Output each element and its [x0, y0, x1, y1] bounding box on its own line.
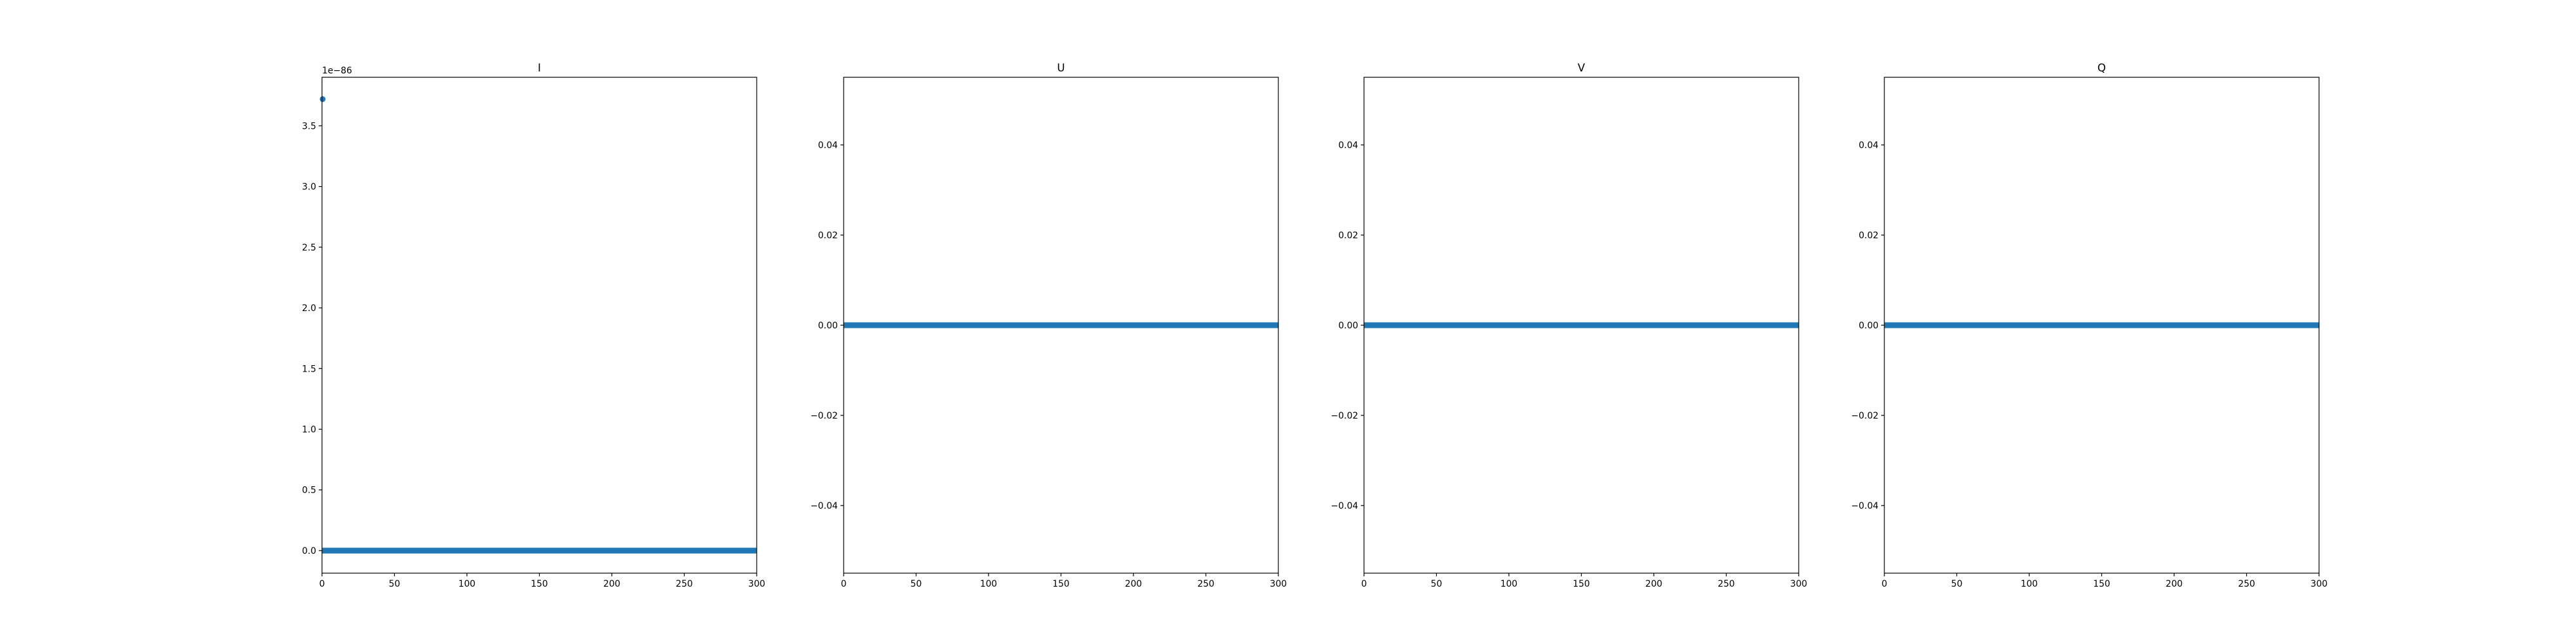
x-tick-label-v-6: 300 — [1790, 579, 1808, 589]
x-tick-label-q-3: 150 — [2093, 579, 2110, 589]
y-tick-label-i-6: 3.0 — [302, 182, 316, 193]
y-tick-label-i-7: 3.5 — [302, 121, 316, 131]
x-tick-label-v-1: 50 — [1431, 579, 1443, 589]
x-tick-label-i-0: 0 — [319, 579, 325, 589]
y-tick-label-q-1: −0.02 — [1851, 411, 1879, 421]
x-tick-label-i-6: 300 — [748, 579, 766, 589]
y-tick-label-v-4: 0.04 — [1338, 140, 1358, 151]
y-tick-label-q-4: 0.04 — [1859, 140, 1879, 151]
y-tick-label-i-0: 0.0 — [302, 546, 316, 556]
y-tick-label-v-3: 0.02 — [1338, 231, 1358, 241]
y-tick-label-i-2: 1.0 — [302, 425, 316, 435]
series-i-0-first-point — [319, 96, 326, 102]
x-tick-label-i-1: 50 — [389, 579, 401, 589]
y-tick-label-i-1: 0.5 — [302, 486, 316, 496]
y-offset-label-i: 1e−86 — [322, 66, 352, 76]
y-tick-label-i-4: 2.0 — [302, 303, 316, 314]
y-tick-label-q-3: 0.02 — [1859, 231, 1879, 241]
x-tick-label-u-3: 150 — [1052, 579, 1070, 589]
panel-v: V 0 50 100 150 200 250 300 −0.04 −0.02 0.00 0.02 0.… — [1331, 61, 1807, 589]
panel-title-v: V — [1578, 61, 1586, 74]
x-tick-label-i-2: 100 — [459, 579, 476, 589]
x-tick-label-v-2: 100 — [1501, 579, 1518, 589]
y-tick-label-i-5: 2.5 — [302, 243, 316, 253]
y-tick-label-v-0: −0.04 — [1331, 501, 1358, 511]
x-tick-label-v-5: 250 — [1718, 579, 1735, 589]
x-tick-label-q-1: 50 — [1951, 579, 1963, 589]
x-tick-label-u-4: 200 — [1125, 579, 1142, 589]
x-tick-label-u-6: 300 — [1270, 579, 1287, 589]
panel-i: I 1e−86 0 50 100 150 200 250 300 0.0 0.5 1.0 1.5 2.… — [302, 61, 765, 589]
x-tick-label-v-4: 200 — [1645, 579, 1663, 589]
x-tick-label-q-6: 300 — [2311, 579, 2328, 589]
panel-title-u: U — [1057, 61, 1065, 74]
y-tick-label-i-3: 1.5 — [302, 364, 316, 374]
y-tick-label-v-2: 0.00 — [1338, 321, 1358, 331]
x-tick-label-q-4: 200 — [2166, 579, 2183, 589]
x-tick-label-u-1: 50 — [911, 579, 922, 589]
x-tick-label-q-0: 0 — [1882, 579, 1888, 589]
x-tick-label-u-0: 0 — [841, 579, 847, 589]
x-tick-label-i-3: 150 — [531, 579, 548, 589]
y-tick-label-q-2: 0.00 — [1859, 321, 1879, 331]
y-tick-label-u-2: 0.00 — [818, 321, 838, 331]
x-tick-label-v-3: 150 — [1573, 579, 1590, 589]
x-tick-label-i-4: 200 — [603, 579, 621, 589]
panel-q: Q 0 50 100 150 200 250 300 −0.04 −0.02 0.00 0.02 0.… — [1851, 61, 2327, 589]
panel-u: U 0 50 100 150 200 250 300 −0.04 −0.02 0.00 0.02 0.… — [810, 61, 1287, 589]
y-tick-label-u-0: −0.04 — [810, 501, 838, 511]
y-tick-label-v-1: −0.02 — [1331, 411, 1358, 421]
panel-title-i: I — [538, 61, 541, 74]
x-tick-label-i-5: 250 — [676, 579, 693, 589]
y-tick-label-q-0: −0.04 — [1851, 501, 1879, 511]
x-tick-label-u-5: 250 — [1197, 579, 1215, 589]
x-tick-label-q-5: 250 — [2238, 579, 2255, 589]
x-tick-label-u-2: 100 — [980, 579, 998, 589]
panel-title-q: Q — [2098, 61, 2106, 74]
y-tick-label-u-1: −0.02 — [810, 411, 838, 421]
x-tick-label-v-0: 0 — [1361, 579, 1367, 589]
x-tick-label-q-2: 100 — [2021, 579, 2038, 589]
y-tick-label-u-4: 0.04 — [818, 140, 838, 151]
y-tick-label-u-3: 0.02 — [818, 231, 838, 241]
